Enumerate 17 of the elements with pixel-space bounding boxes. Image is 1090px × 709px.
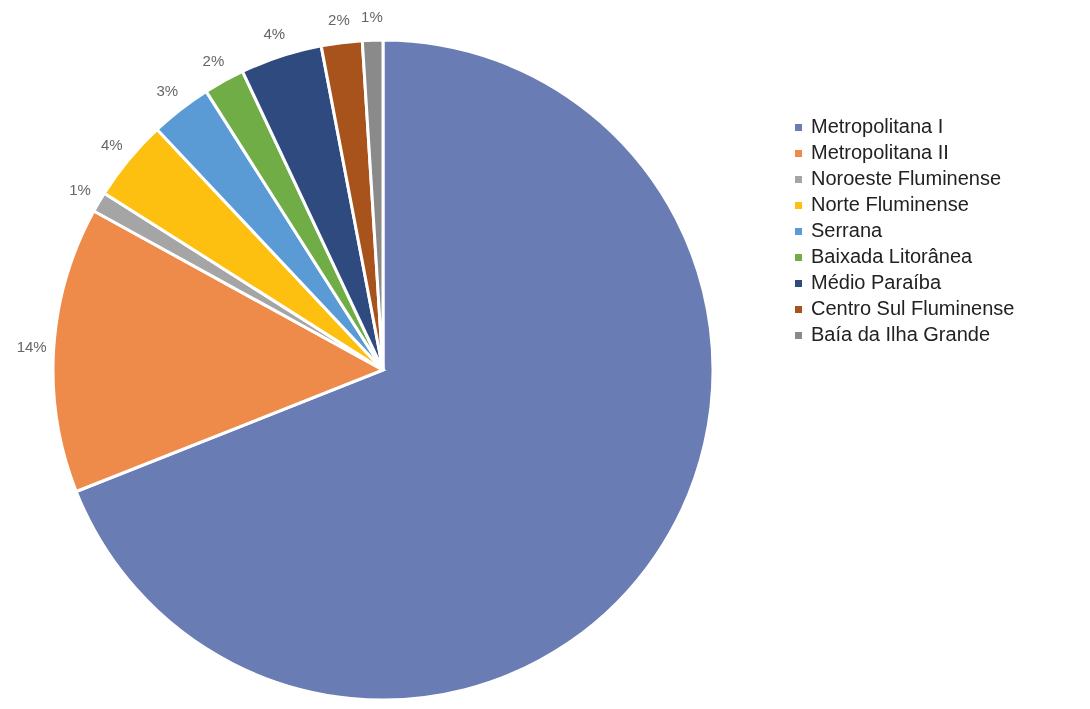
legend-label: Baixada Litorânea [811,245,974,268]
data-label: 14% [16,337,47,355]
legend-label: Noroeste Fluminense [811,167,1002,190]
legend-label: Metropolitana II [811,141,949,164]
legend-label: Metropolitana I [811,115,944,138]
legend-label: Centro Sul Fluminense [811,297,1015,320]
data-label: 2% [328,10,350,28]
data-label: 1% [69,180,91,198]
data-label: 3% [156,81,179,99]
legend-label: Baía da Ilha Grande [811,323,991,346]
legend-label: Norte Fluminense [811,193,969,216]
data-label: 4% [100,135,123,153]
data-label: 4% [263,25,286,43]
data-label: 1% [361,8,383,26]
legend-label: Médio Paraíba [811,271,942,294]
data-label: 2% [202,51,225,69]
legend-label: Serrana [811,219,884,242]
